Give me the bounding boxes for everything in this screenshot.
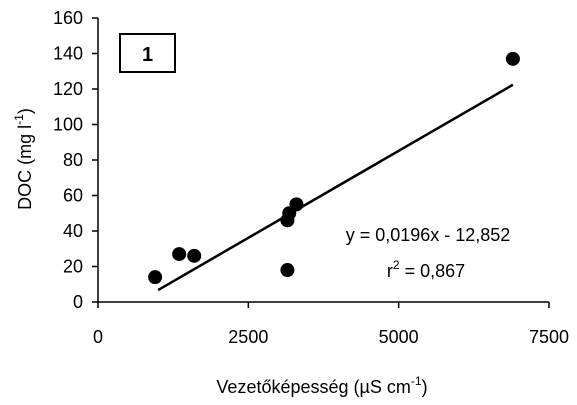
data-point — [187, 248, 202, 263]
r-squared-label: r2 = 0,867 — [387, 258, 465, 281]
data-point — [172, 247, 187, 262]
y-tick-label: 20 — [63, 257, 83, 277]
y-tick-label: 100 — [53, 115, 83, 135]
x-tick-label: 0 — [93, 327, 103, 347]
data-point — [505, 51, 520, 66]
plot-area: 0 20 40 60 80 100 120 140 160 0 2500 5000 7500 — [53, 8, 569, 347]
regression-equation: y = 0,0196x - 12,852 — [346, 225, 511, 245]
x-axis-label: Vezetőképesség (µS cm-1) — [216, 374, 427, 397]
y-tick-label: 140 — [53, 44, 83, 64]
y-tick-label: 120 — [53, 79, 83, 99]
y-tick-label: 80 — [63, 150, 83, 170]
data-point — [280, 263, 295, 278]
x-tick-label: 5000 — [379, 327, 419, 347]
x-tick-label: 7500 — [529, 327, 569, 347]
y-tick-label: 40 — [63, 221, 83, 241]
y-tick-label: 60 — [63, 186, 83, 206]
data-point — [289, 197, 304, 212]
y-tick-label: 160 — [53, 8, 83, 28]
panel-label-box: 1 — [119, 33, 176, 73]
y-axis-label: DOC (mg l-1) — [12, 108, 35, 210]
y-tick-label: 0 — [73, 292, 83, 312]
panel-label: 1 — [142, 44, 153, 66]
data-point — [148, 270, 163, 285]
regression-line — [157, 83, 514, 292]
x-tick-label: 2500 — [228, 327, 268, 347]
